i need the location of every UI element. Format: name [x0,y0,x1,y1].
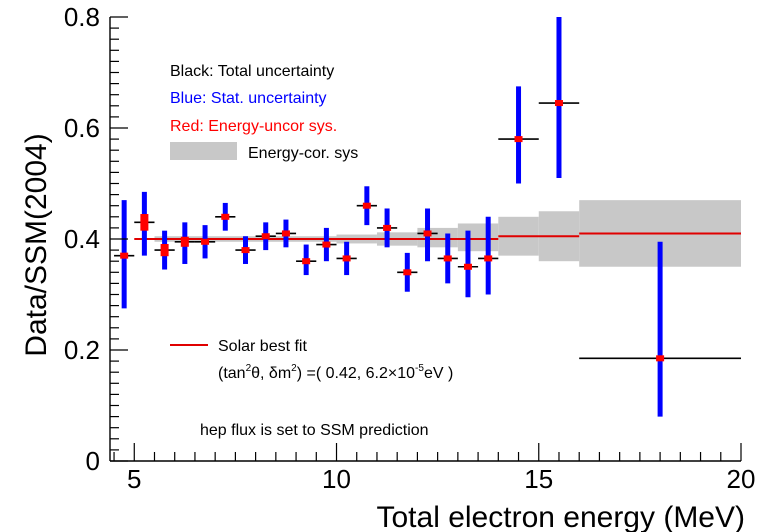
x-tick-label: 10 [322,464,351,494]
fit-params-sup3: -5 [415,363,424,374]
legend-uncor-label: Red: Energy-uncor sys. [170,118,337,135]
data-marker [263,233,269,239]
fit-params: (tan2θ, δm2) =( 0.42, 6.2×10-5eV ) [218,363,453,382]
y-tick-label: 0.4 [64,224,100,254]
fit-params-theta: θ, δm [251,365,291,382]
legend-stat-label: Blue: Stat. uncertainty [170,90,327,107]
data-marker [162,247,168,253]
data-point [255,222,276,251]
fit-params-suffix: eV ) [424,365,453,382]
data-point [114,200,135,309]
cor-sys-band-segment [417,227,458,248]
fit-params-prefix: (tan [218,365,246,382]
data-point [296,244,317,276]
data-marker [323,241,330,248]
data-point [498,86,539,184]
data-marker [182,239,188,245]
y-tick-label: 0 [86,446,100,476]
data-marker [303,258,309,264]
data-marker [515,136,522,142]
legend-cor-sys-swatch [170,142,237,160]
data-marker [556,100,562,106]
data-point [356,186,377,226]
data-point [336,241,357,276]
hep-note: hep flux is set to SSM prediction [200,422,429,439]
data-marker [485,255,491,262]
data-point [316,227,337,262]
y-axis-ticks: 0 0.2 0.4 0.6 0.8 [64,2,128,476]
legend-total-label: Black: Total uncertainty [170,63,334,80]
data-marker [424,230,431,237]
data-marker [657,355,663,361]
data-point [397,252,418,292]
data-marker [242,247,249,253]
y-tick-label: 0.8 [64,2,100,32]
data-point [538,17,580,178]
data-marker [121,253,127,259]
y-axis-label: Data/SSM(2004) [20,133,53,356]
data-point [579,241,741,417]
data-point [154,230,175,270]
legend-cor-sys-label: Energy-cor. sys [248,145,358,162]
fit-annotation: Solar best fit (tan2θ, δm2) =( 0.42, 6.2… [170,338,453,439]
data-marker [445,255,451,262]
data-marker [384,225,390,231]
data-point [457,230,479,298]
data-point [376,208,398,248]
fit-label: Solar best fit [218,338,307,355]
data-marker [364,203,370,209]
data-point [478,216,499,295]
data-points [114,17,741,417]
data-marker [344,255,350,262]
cor-sys-band-segment [457,223,499,252]
x-tick-label: 15 [524,464,553,494]
data-point [275,219,297,248]
legend: Black: Total uncertainty Blue: Stat. unc… [170,63,358,162]
data-marker [202,239,208,245]
data-marker [404,269,410,275]
data-point [437,233,458,284]
data-point [215,202,236,231]
solar-best-fit-line [134,232,741,240]
data-point [417,208,438,262]
data-point [235,236,256,264]
y-tick-label: 0.2 [64,335,100,365]
data-point [194,225,216,259]
fit-params-sup1: 2 [246,363,252,374]
x-axis-ticks: 5 10 15 20 [113,443,756,494]
data-point [174,222,195,264]
data-marker [141,219,147,225]
fit-params-sup2: 2 [291,363,297,374]
x-tick-label: 20 [727,464,756,494]
fit-params-mid: ) =( 0.42, 6.2×10 [297,365,415,382]
y-tick-label: 0.6 [64,113,100,143]
x-axis-label: Total electron energy (MeV) [377,501,746,532]
data-marker [222,214,228,220]
data-marker [465,264,471,270]
data-point [134,191,155,256]
data-marker [283,230,289,237]
x-tick-label: 5 [127,464,141,494]
